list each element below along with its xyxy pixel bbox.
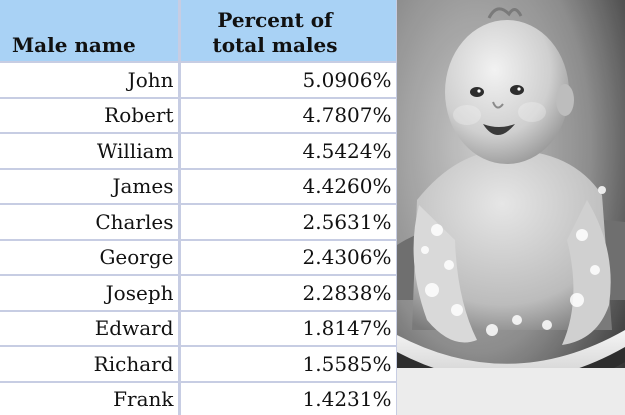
row-name: Edward (0, 310, 181, 347)
row-name: Richard (0, 346, 181, 383)
header-percent-line1: Percent of (217, 8, 333, 32)
table-row: John 5.0906% (0, 62, 397, 99)
baby-in-bathtub-photo (397, 0, 625, 415)
row-name: Joseph (0, 275, 181, 312)
table-row: Edward 1.8147% (0, 310, 397, 347)
table-row: Robert 4.7807% (0, 97, 397, 134)
row-name: Charles (0, 204, 181, 241)
row-percent: 1.8147% (179, 310, 397, 347)
header-percent: Percent of total males (179, 0, 397, 63)
male-names-table: Male name Percent of total males John 5.… (0, 0, 397, 415)
table-row: Frank 1.4231% (0, 381, 397, 415)
table-header-row: Male name Percent of total males (0, 0, 397, 63)
row-percent: 4.7807% (179, 97, 397, 134)
row-name: George (0, 239, 181, 276)
names-table-panel: Male name Percent of total males John 5.… (0, 0, 397, 415)
row-percent: 2.4306% (179, 239, 397, 276)
row-percent: 1.4231% (179, 381, 397, 415)
table-row: George 2.4306% (0, 239, 397, 276)
table-row: James 4.4260% (0, 168, 397, 205)
row-name: William (0, 133, 181, 170)
row-name: John (0, 62, 181, 99)
row-percent: 1.5585% (179, 346, 397, 383)
row-percent: 2.2838% (179, 275, 397, 312)
header-percent-line2: total males (212, 33, 338, 57)
row-percent: 4.4260% (179, 168, 397, 205)
table-row: Charles 2.5631% (0, 204, 397, 241)
header-male-name: Male name (0, 0, 181, 63)
row-percent: 2.5631% (179, 204, 397, 241)
baby-photo-illustration (397, 0, 625, 415)
row-name: Frank (0, 381, 181, 415)
row-percent: 5.0906% (179, 62, 397, 99)
table-row: William 4.5424% (0, 133, 397, 170)
row-name: Robert (0, 97, 181, 134)
table-row: Richard 1.5585% (0, 346, 397, 383)
row-percent: 4.5424% (179, 133, 397, 170)
table-row: Joseph 2.2838% (0, 275, 397, 312)
row-name: James (0, 168, 181, 205)
